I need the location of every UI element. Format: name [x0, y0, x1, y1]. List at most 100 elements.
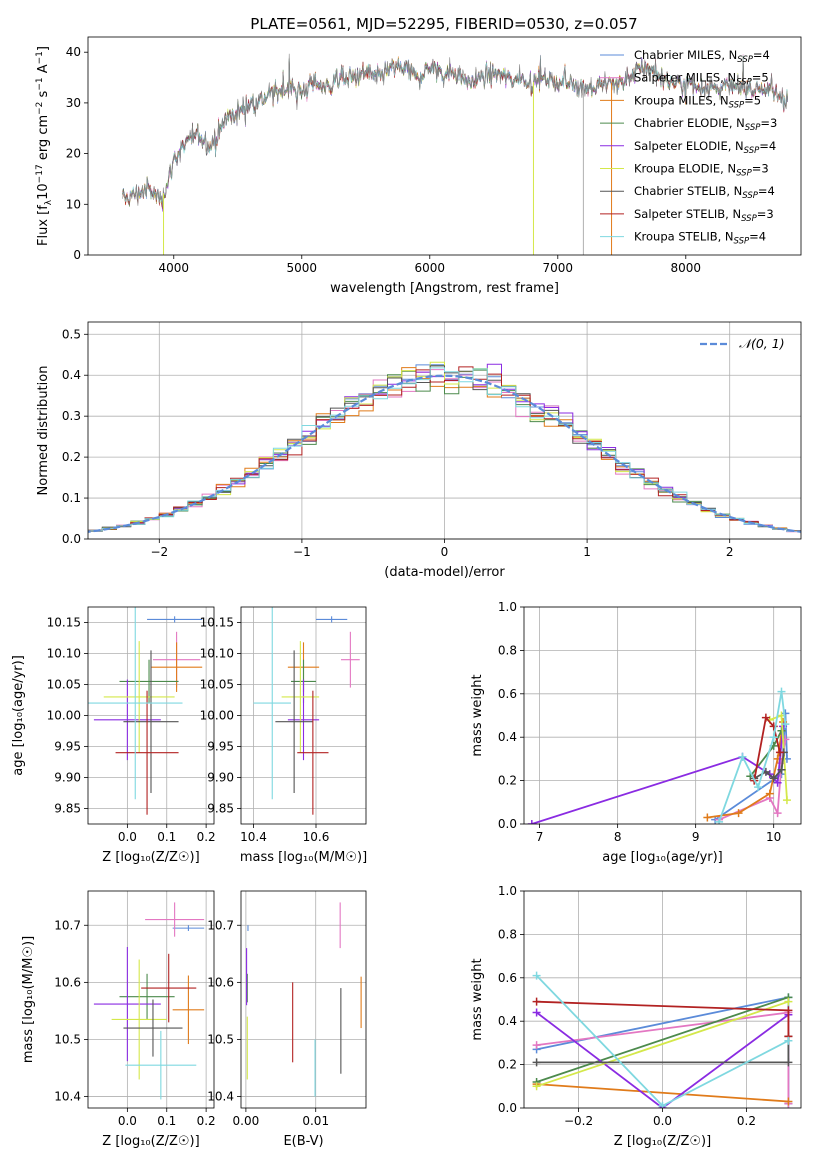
weight-line-salpeter-elodie: [536, 1011, 789, 1108]
legend-label: Kroupa STELIB, NSSP=4: [634, 230, 766, 247]
axes-frame: [240, 606, 367, 825]
weight-marker: [773, 778, 782, 787]
y-axis-label-part: erg cm: [36, 115, 51, 164]
weight-marker: [777, 765, 786, 774]
residuals-axes: −2 −1 0 1 2 0.0 0.1 0.2 0.3 0.4 0.5 (data-model)/er…: [36, 321, 802, 580]
y-tick-label: 0.2: [498, 1058, 517, 1072]
legend-label: Kroupa ELODIE, NSSP=3: [634, 162, 769, 179]
legend-label-suffix: =3: [757, 207, 774, 221]
legend-label-text: Salpeter MILES, N: [634, 71, 736, 85]
weight-marker: [765, 789, 774, 798]
legend-label: Kroupa MILES, NSSP=5: [634, 93, 761, 110]
axes-frame: [523, 890, 802, 1109]
y-axis-label: Flux [fλ10−17 erg cm−2 s−1 A−1]: [35, 46, 54, 246]
y-tick-label: 9.85: [54, 802, 81, 816]
x-tick-label: 0.1: [157, 830, 176, 844]
weight-marker: [775, 748, 784, 757]
legend-label-suffix: =4: [753, 48, 770, 62]
legend-label-sub: SSP: [742, 191, 758, 201]
x-tick-label: 4000: [158, 261, 189, 275]
weight-marker: [784, 1058, 793, 1067]
weight-marker: [703, 813, 712, 822]
y-tick-label: 10.7: [54, 918, 81, 932]
weight-line-kroupa-elodie: [536, 1000, 789, 1088]
x-tick-label: 0.00: [233, 1114, 260, 1128]
y-tick-label: 1.0: [498, 884, 517, 898]
weight-marker: [769, 733, 778, 742]
legend-label-sub: SSP: [737, 55, 753, 65]
x-tick-label: 9: [692, 830, 700, 844]
weight-line-salpeter-stelib: [753, 715, 781, 781]
y-tick-label: 10.4: [54, 1090, 81, 1104]
y-tick-label: 0.3: [62, 409, 81, 423]
legend-label-suffix: =4: [749, 230, 766, 244]
y-tick-label: 0.8: [498, 927, 517, 941]
weight-marker: [532, 997, 541, 1006]
age_vs_mass-errorbars: [253, 607, 360, 815]
axes-frame: [240, 890, 367, 1109]
legend-label: Salpeter STELIB, NSSP=3: [634, 207, 774, 224]
x-axis-label: (data-model)/error: [384, 565, 505, 580]
legend-label-text: Chabrier ELODIE, N: [634, 116, 745, 130]
mass_vs_EBV-errorbars: [246, 902, 362, 1097]
y-axis-label: age [log₁₀(age/yr)]: [11, 655, 26, 776]
y-axis-label-part: λ: [44, 199, 54, 205]
x-tick-label: 0.0: [118, 1114, 137, 1128]
y-tick-label: 10.00: [200, 709, 234, 723]
y-tick-label: 10.05: [200, 678, 234, 692]
x-tick-label: 6000: [415, 261, 446, 275]
weight-marker: [715, 817, 724, 824]
spectrum-lines: [122, 53, 788, 255]
spectrum-line-kroupa-stelib: [122, 54, 788, 206]
legend-label-sub: SSP: [741, 214, 757, 224]
x-tick-label: 8: [614, 830, 622, 844]
legend-label-sub: SSP: [734, 237, 750, 247]
legend-label: Salpeter MILES, NSSP=5: [634, 71, 769, 88]
legend-label: Salpeter ELODIE, NSSP=4: [634, 139, 776, 156]
mass_vs_EBV-axes: 0.00 0.01 10.4 10.5 10.6 10.7 E(B-V): [207, 890, 367, 1149]
mass_weight_vs_Z-axes: −0.2 0.0 0.2 0.0 0.2 0.4 0.6 0.8 1.0 Z [log₁₀(Z/Z…: [470, 884, 802, 1149]
x-axis-label: Z [log₁₀(Z/Z☉)]: [102, 850, 199, 865]
axes-frame: [87, 321, 802, 540]
y-tick-label: 0.2: [62, 450, 81, 464]
y-tick-label: 10.05: [47, 678, 81, 692]
y-axis-label-part: −1: [35, 51, 45, 64]
weight-marker: [761, 713, 770, 722]
weight-marker: [784, 1036, 793, 1045]
legend: 𝒩(0, 1): [700, 336, 785, 351]
x-tick-label: 0.1: [157, 1114, 176, 1128]
weight-marker: [532, 1008, 541, 1017]
legend-label-suffix: =5: [744, 93, 761, 107]
x-axis-label: E(B-V): [283, 1134, 323, 1149]
legend-label-sub: SSP: [745, 123, 761, 133]
x-tick-label: 7000: [543, 261, 574, 275]
y-tick-label: 10.6: [207, 975, 234, 989]
y-tick-label: 0.0: [498, 817, 517, 831]
x-tick-label: 10: [766, 830, 781, 844]
y-tick-label: 0.1: [62, 491, 81, 505]
weight-marker: [734, 809, 743, 818]
y-tick-label: 0.6: [498, 971, 517, 985]
y-axis-label: mass weight: [470, 958, 485, 1040]
x-tick-label: 0: [441, 545, 449, 559]
legend-label-text: Kroupa STELIB, N: [634, 230, 734, 244]
y-axis-label: mass [log₁₀(M/M☉)]: [21, 936, 36, 1063]
legend-label-suffix: =3: [752, 162, 769, 176]
y-tick-label: 0.2: [498, 774, 517, 788]
weight-marker: [784, 1097, 793, 1106]
weight-marker: [754, 783, 763, 792]
mass_weight_vs_Z-lines: [532, 971, 793, 1108]
weight-marker: [784, 1006, 793, 1015]
legend-label-text: Chabrier STELIB, N: [634, 184, 742, 198]
legend-label: Chabrier STELIB, NSSP=4: [634, 184, 775, 201]
x-tick-label: 0.01: [302, 1114, 329, 1128]
legend-label-text: Chabrier MILES, N: [634, 48, 737, 62]
y-tick-label: 0.5: [62, 327, 81, 341]
x-tick-label: 0.2: [737, 1114, 756, 1128]
weight-marker: [532, 971, 541, 980]
weight-marker: [781, 720, 790, 729]
legend-label-sub: SSP: [744, 146, 760, 156]
y-tick-label: 10.15: [200, 616, 234, 630]
